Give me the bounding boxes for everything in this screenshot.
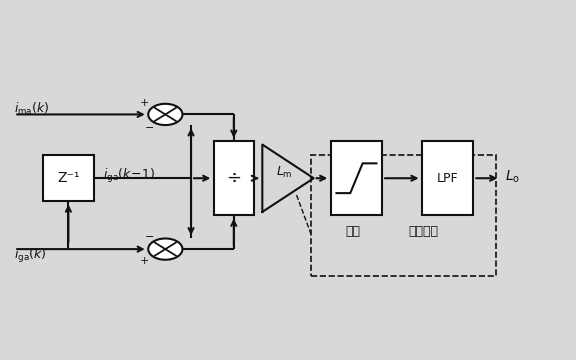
Text: $i_{\mathrm{ma}}(k)$: $i_{\mathrm{ma}}(k)$ xyxy=(14,101,50,117)
Text: −: − xyxy=(145,232,154,242)
Bar xyxy=(43,155,94,201)
Text: $i_{\mathrm{ga}}(k\!-\!1)$: $i_{\mathrm{ga}}(k\!-\!1)$ xyxy=(103,167,154,185)
Text: $L_{\mathrm{m}}$: $L_{\mathrm{m}}$ xyxy=(276,165,293,180)
Text: −: − xyxy=(145,122,154,132)
Text: ÷: ÷ xyxy=(226,169,241,187)
Text: $i_{\mathrm{ga}}(k)$: $i_{\mathrm{ga}}(k)$ xyxy=(14,247,47,265)
Text: 限幅: 限幅 xyxy=(346,225,361,238)
Text: $L_{\mathrm{o}}$: $L_{\mathrm{o}}$ xyxy=(505,168,520,185)
Bar xyxy=(331,141,382,215)
Bar xyxy=(422,141,473,215)
Circle shape xyxy=(148,238,183,260)
Text: +: + xyxy=(139,256,149,266)
Text: Z⁻¹: Z⁻¹ xyxy=(57,171,79,185)
Text: 低通滤波: 低通滤波 xyxy=(409,225,439,238)
Text: +: + xyxy=(139,98,149,108)
Circle shape xyxy=(148,104,183,125)
Bar xyxy=(311,155,496,276)
Bar xyxy=(214,141,254,215)
Text: LPF: LPF xyxy=(437,172,458,185)
